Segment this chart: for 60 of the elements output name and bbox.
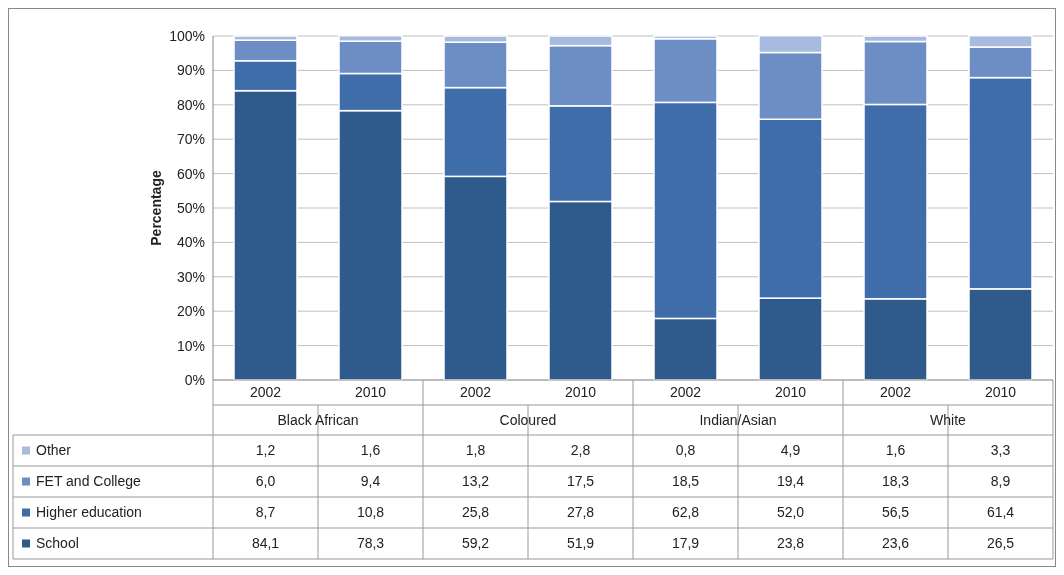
y-tick-label: 60% (176, 165, 205, 182)
y-tick-label: 0% (184, 371, 205, 388)
data-label: 23,6 (881, 535, 910, 552)
data-label: 17,9 (671, 535, 700, 552)
data-label: 10,8 (356, 504, 385, 521)
data-label: 25,8 (461, 504, 490, 521)
data-label: 1,6 (360, 442, 381, 459)
y-axis-title: Percentage (148, 170, 164, 246)
data-label: 8,7 (255, 504, 276, 521)
x-tick-label: 2002 (249, 384, 282, 401)
y-tick-label: 90% (176, 62, 205, 79)
x-tick-label: 2002 (879, 384, 912, 401)
data-label: 2,8 (570, 442, 591, 459)
data-label: 8,9 (990, 473, 1011, 490)
y-tick-label: 80% (176, 96, 205, 113)
text: Indian/Asian (699, 411, 777, 428)
data-label: 26,5 (986, 535, 1015, 552)
data-label: 59,2 (461, 535, 490, 552)
x-tick-label: 2002 (669, 384, 702, 401)
x-tick-label: 2010 (564, 384, 597, 401)
y-tick-label: 50% (176, 199, 205, 216)
text: Black African (277, 411, 359, 428)
x-tick-label: 2010 (984, 384, 1017, 401)
data-label: 23,8 (776, 535, 805, 552)
data-label: 51,9 (566, 535, 595, 552)
text: Coloured (499, 411, 557, 428)
legend-label: School (36, 535, 79, 552)
x-tick-label: 2002 (459, 384, 492, 401)
data-label: 18,5 (671, 473, 700, 490)
data-label: 62,8 (671, 504, 700, 521)
data-label: 61,4 (986, 504, 1015, 521)
data-label: 1,2 (255, 442, 276, 459)
data-label: 0,8 (675, 442, 696, 459)
data-label: 19,4 (776, 473, 805, 490)
data-label: 18,3 (881, 473, 910, 490)
data-label: 17,5 (566, 473, 595, 490)
data-label: 1,6 (885, 442, 906, 459)
y-tick-label: 40% (176, 234, 205, 251)
data-label: 84,1 (251, 535, 280, 552)
legend-label: Other (36, 442, 72, 459)
x-tick-label: 2010 (774, 384, 807, 401)
data-label: 56,5 (881, 504, 910, 521)
data-label: 13,2 (461, 473, 490, 490)
text: White (930, 411, 967, 428)
data-label: 9,4 (360, 473, 381, 490)
data-label: 6,0 (255, 473, 276, 490)
data-label: 1,8 (465, 442, 486, 459)
x-tick-label: 2010 (354, 384, 387, 401)
y-tick-label: 70% (176, 131, 205, 148)
data-label: 4,9 (780, 442, 801, 459)
legend-label: FET and College (36, 473, 142, 490)
y-tick-label: 100% (169, 27, 205, 44)
y-tick-label: 10% (176, 337, 205, 354)
data-label: 27,8 (566, 504, 595, 521)
data-label: 3,3 (990, 442, 1011, 459)
data-label: 78,3 (356, 535, 385, 552)
data-label: 52,0 (776, 504, 805, 521)
y-tick-label: 20% (176, 303, 205, 320)
y-tick-label: 30% (176, 268, 205, 285)
legend-label: Higher education (36, 504, 142, 521)
